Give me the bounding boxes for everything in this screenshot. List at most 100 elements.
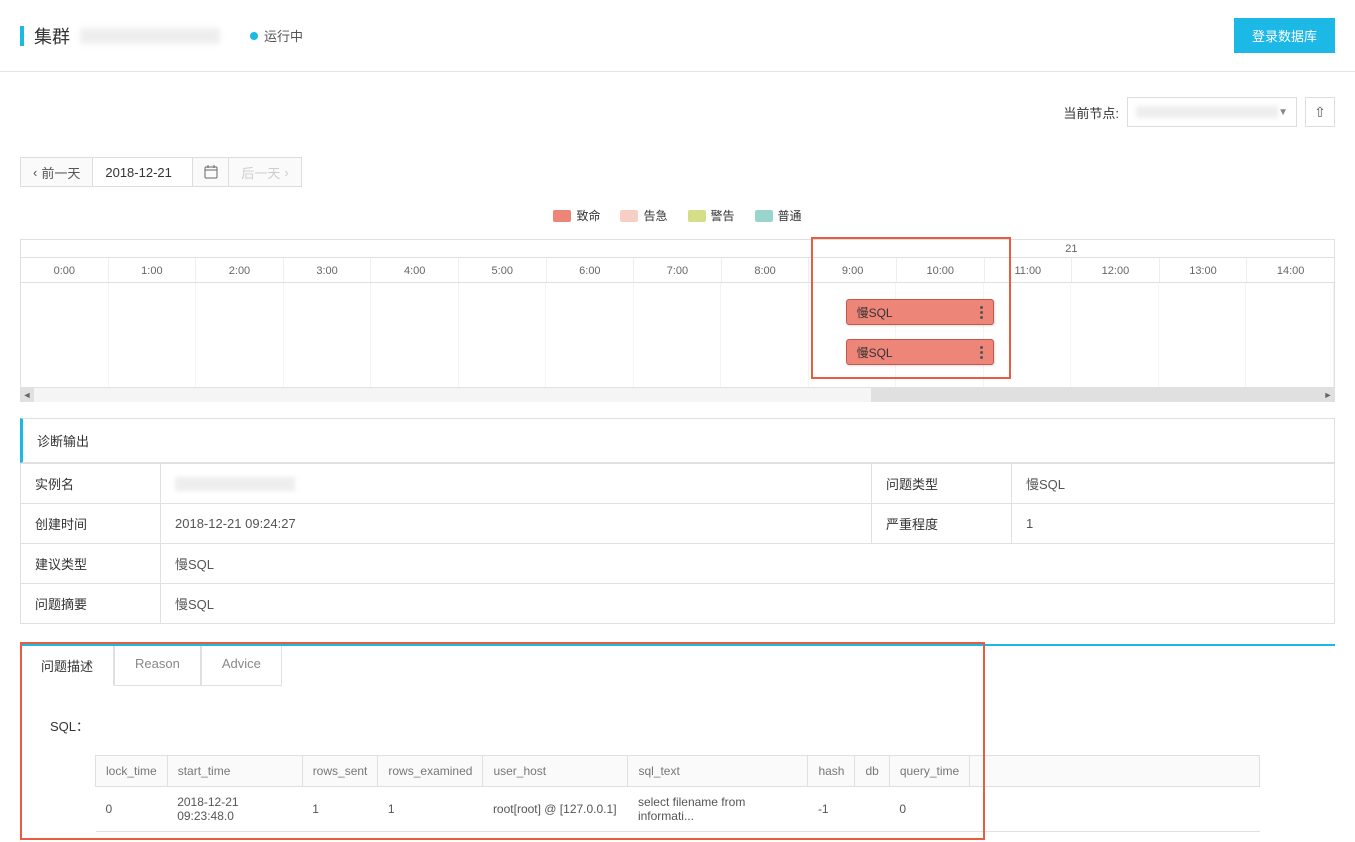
legend-swatch — [620, 210, 638, 222]
event-label: 慢SQL — [857, 344, 893, 361]
calendar-button[interactable] — [193, 157, 229, 187]
legend-item: 告急 — [620, 207, 667, 224]
legend-swatch — [688, 210, 706, 222]
info-label: 问题摘要 — [21, 584, 161, 624]
info-label: 问题类型 — [872, 464, 1012, 504]
legend-label: 警告 — [711, 207, 735, 224]
scroll-thumb[interactable] — [34, 388, 871, 402]
column-header: query_time — [889, 756, 969, 787]
info-row: 实例名问题类型慢SQL — [21, 464, 1335, 504]
timeline-column — [284, 283, 372, 387]
tab-问题描述[interactable]: 问题描述 — [20, 646, 114, 686]
timeline-column — [634, 283, 722, 387]
timeline-column — [1246, 283, 1334, 387]
timeline-column — [1071, 283, 1159, 387]
chevron-right-icon: › — [284, 165, 288, 180]
hour-cell: 7:00 — [634, 258, 722, 282]
timeline-column — [984, 283, 1072, 387]
hour-cell: 4:00 — [371, 258, 459, 282]
tab-advice[interactable]: Advice — [201, 646, 282, 686]
column-header: hash — [808, 756, 855, 787]
timeline-body: 慢SQL 慢SQL — [20, 283, 1335, 388]
hour-cell: 6:00 — [547, 258, 635, 282]
tab-reason[interactable]: Reason — [114, 646, 201, 686]
column-header: lock_time — [96, 756, 168, 787]
hour-cell: 8:00 — [722, 258, 810, 282]
prev-day-button[interactable]: ‹ 前一天 — [20, 157, 93, 187]
severity-legend: 致命 告急 警告 普通 — [0, 202, 1355, 239]
timeline-hour-axis: 0:001:002:003:004:005:006:007:008:009:00… — [20, 257, 1335, 283]
slow-sql-event-bar[interactable]: 慢SQL — [846, 299, 994, 325]
legend-label: 普通 — [778, 207, 802, 224]
prev-day-label: 前一天 — [41, 163, 80, 182]
timeline-date-label: 21 — [1065, 240, 1077, 258]
hour-cell: 9:00 — [809, 258, 897, 282]
info-label: 严重程度 — [872, 504, 1012, 544]
table-cell-empty — [970, 787, 1260, 832]
legend-swatch — [755, 210, 773, 222]
timeline-column — [196, 283, 284, 387]
scroll-right-icon[interactable]: ► — [1321, 388, 1335, 402]
detail-tabs-container: 问题描述ReasonAdvice SQL： lock_timestart_tim… — [20, 644, 1335, 842]
scroll-left-icon[interactable]: ◄ — [20, 388, 34, 402]
legend-item: 普通 — [755, 207, 802, 224]
refresh-button[interactable]: ⇧ — [1305, 97, 1335, 127]
timeline-column — [1159, 283, 1247, 387]
info-label: 实例名 — [21, 464, 161, 504]
cluster-id-blurred — [80, 28, 220, 44]
table-cell: 1 — [302, 787, 378, 832]
legend-label: 告急 — [643, 207, 667, 224]
slow-sql-event-bar[interactable]: 慢SQL — [846, 339, 994, 365]
hour-cell: 10:00 — [897, 258, 985, 282]
info-label: 建议类型 — [21, 544, 161, 584]
legend-item: 警告 — [688, 207, 735, 224]
table-cell — [855, 787, 889, 832]
event-label: 慢SQL — [857, 304, 893, 321]
hour-cell: 0:00 — [21, 258, 109, 282]
more-icon[interactable] — [980, 346, 983, 359]
node-value-blurred — [1136, 106, 1278, 118]
upload-icon: ⇧ — [1314, 104, 1326, 121]
info-row: 问题摘要慢SQL — [21, 584, 1335, 624]
timeline-column — [109, 283, 197, 387]
sql-detail-table: lock_timestart_timerows_sentrows_examine… — [95, 755, 1260, 832]
info-value: 慢SQL — [161, 544, 1335, 584]
info-value: 2018-12-21 09:24:27 — [161, 504, 872, 544]
timeline-scrollbar[interactable]: ◄ ► — [20, 388, 1335, 402]
page-title: 集群 — [34, 23, 70, 49]
table-header-row: lock_timestart_timerows_sentrows_examine… — [96, 756, 1260, 787]
diagnosis-info-table: 实例名问题类型慢SQL创建时间2018-12-21 09:24:27严重程度1建… — [20, 463, 1335, 624]
legend-item: 致命 — [553, 207, 600, 224]
column-header: user_host — [483, 756, 628, 787]
hour-cell: 13:00 — [1160, 258, 1248, 282]
table-cell: 2018-12-21 09:23:48.0 — [167, 787, 302, 832]
table-cell: root[root] @ [127.0.0.1] — [483, 787, 628, 832]
status-text: 运行中 — [264, 26, 303, 45]
info-value: 慢SQL — [161, 584, 1335, 624]
node-select-dropdown[interactable]: ▼ — [1127, 97, 1297, 127]
info-row: 建议类型慢SQL — [21, 544, 1335, 584]
column-header: db — [855, 756, 889, 787]
scroll-track[interactable] — [34, 388, 1321, 402]
timeline-column — [721, 283, 809, 387]
login-database-button[interactable]: 登录数据库 — [1234, 18, 1335, 53]
sql-section-label: SQL： — [50, 716, 1305, 735]
legend-swatch — [553, 210, 571, 222]
table-cell: 0 — [889, 787, 969, 832]
info-value — [161, 464, 872, 504]
page-header: 集群 运行中 登录数据库 — [0, 0, 1355, 72]
date-value[interactable]: 2018-12-21 — [93, 157, 193, 187]
more-icon[interactable] — [980, 306, 983, 319]
table-cell: -1 — [808, 787, 855, 832]
hour-cell: 2:00 — [196, 258, 284, 282]
hour-cell: 1:00 — [109, 258, 197, 282]
table-cell: 1 — [378, 787, 483, 832]
column-header: start_time — [167, 756, 302, 787]
hour-cell: 14:00 — [1247, 258, 1334, 282]
hour-cell: 5:00 — [459, 258, 547, 282]
timeline-column — [371, 283, 459, 387]
chevron-down-icon: ▼ — [1278, 107, 1288, 118]
next-day-button[interactable]: 后一天 › — [229, 157, 301, 187]
chevron-left-icon: ‹ — [33, 165, 37, 180]
diagnosis-output-header: 诊断输出 — [20, 418, 1335, 463]
